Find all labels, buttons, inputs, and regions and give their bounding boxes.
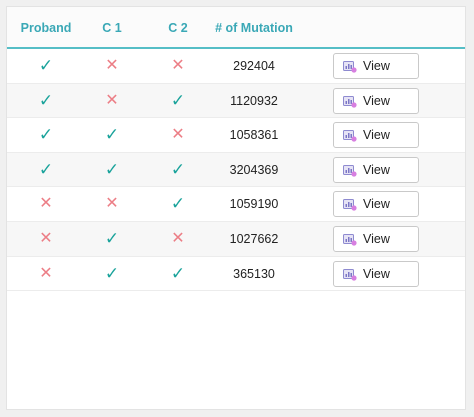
chart-badge-icon [343,130,357,142]
table-row: ✓ ✕ ✕ 292404 View [7,49,465,84]
cross-icon: ✕ [105,91,119,109]
cross-icon: ✕ [171,126,185,144]
chart-badge-icon [343,164,357,177]
cross-icon: ✕ [105,195,119,213]
table-row: ✕ ✕ ✓ 1059190 View [7,187,465,222]
header-c2[interactable]: C 2 [168,21,188,35]
cross-icon: ✕ [171,229,185,247]
header-mutation-count[interactable]: # of Mutation [215,21,293,35]
header-c1[interactable]: C 1 [102,21,122,35]
check-icon: ✓ [104,125,120,145]
mutation-count: 1120932 [230,93,278,108]
view-button-label: View [363,197,390,212]
table-body: ✓ ✕ ✕ 292404 View ✓ ✕ ✓ 1120932 View ✓ ✓ ✕ 1058361 Vie… [7,49,465,292]
view-button[interactable]: View [333,53,419,79]
view-button[interactable]: View [333,156,419,183]
check-icon: ✓ [170,194,186,214]
chart-badge-icon [343,95,357,108]
view-button[interactable]: View [333,225,419,252]
table-row: ✓ ✓ ✕ 1058361 View [7,118,465,153]
table-header: Proband C 1 C 2 # of Mutation [7,7,465,49]
check-icon: ✓ [170,90,186,110]
chart-badge-icon [343,268,357,281]
mutation-count: 3204369 [229,162,279,177]
cross-icon: ✕ [39,264,53,282]
chart-badge-icon [343,61,357,73]
view-button[interactable]: View [333,191,419,218]
table-row: ✕ ✓ ✓ 365130 View [7,256,465,292]
mutation-count: 292404 [233,59,275,73]
check-icon: ✓ [38,56,54,75]
check-icon: ✓ [170,159,186,179]
view-button[interactable]: View [333,87,419,114]
view-button-label: View [363,162,390,177]
mutation-count: 365130 [233,266,275,281]
chart-badge-icon [343,233,357,246]
view-button[interactable]: View [333,122,419,149]
check-icon: ✓ [104,228,120,248]
view-button-label: View [363,266,390,281]
view-button-label: View [363,93,390,108]
view-button-label: View [363,59,390,73]
view-button-label: View [363,128,390,143]
header-proband[interactable]: Proband [20,21,72,35]
check-icon: ✓ [104,159,120,179]
mutation-count: 1059190 [229,197,279,212]
cross-icon: ✕ [105,57,119,74]
check-icon: ✓ [38,159,54,179]
table-row: ✕ ✓ ✕ 1027662 View [7,221,465,257]
view-button-label: View [363,231,390,246]
check-icon: ✓ [170,263,186,283]
chart-badge-icon [343,199,357,211]
mutation-table-panel: Proband C 1 C 2 # of Mutation ✓ ✕ ✕ 292404 V… [6,6,466,410]
check-icon: ✓ [38,125,54,145]
cross-icon: ✕ [39,229,53,247]
table-row: ✓ ✕ ✓ 1120932 View [7,83,465,119]
cross-icon: ✕ [39,195,53,213]
mutation-count: 1058361 [229,128,279,143]
cross-icon: ✕ [171,57,185,74]
check-icon: ✓ [104,263,120,283]
check-icon: ✓ [38,90,54,110]
view-button[interactable]: View [333,260,419,287]
table-row: ✓ ✓ ✓ 3204369 View [7,152,465,188]
mutation-count: 1027662 [229,231,279,246]
